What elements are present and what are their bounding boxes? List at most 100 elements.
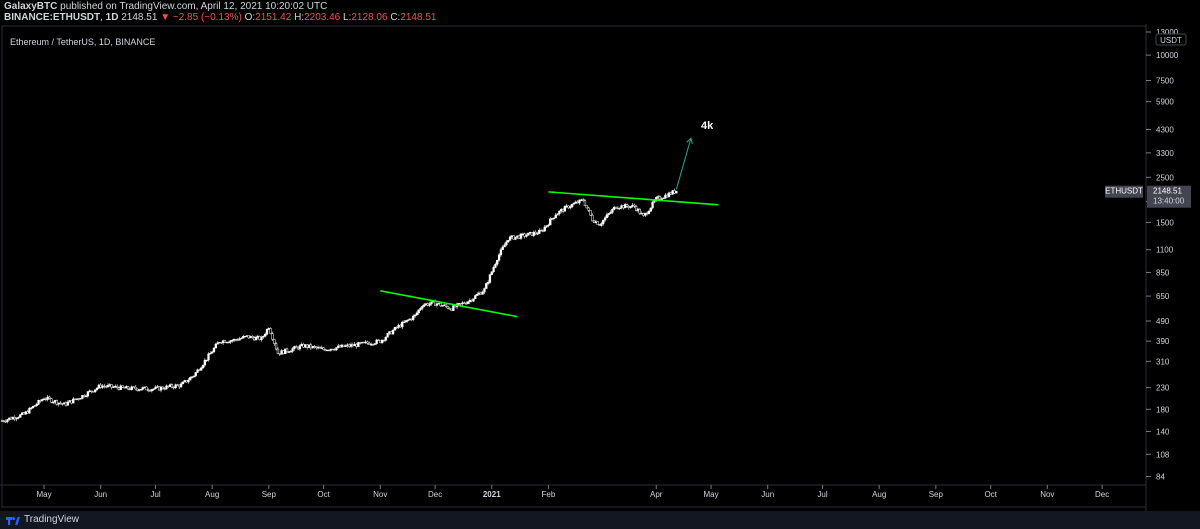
candle-body — [302, 344, 305, 348]
candle-body — [300, 344, 303, 346]
candle-body — [585, 205, 588, 209]
candle-body — [108, 384, 111, 386]
candle-body — [373, 343, 376, 345]
candle-body — [550, 218, 554, 220]
candle-body — [335, 347, 338, 350]
currency-badge[interactable]: USDT — [1155, 33, 1187, 46]
candle-body — [552, 217, 556, 219]
time-axis[interactable]: May Jun Jul Aug Sep Oct Nov Dec 2021 Feb Apr May Jun… — [0, 484, 1146, 499]
projection-arrow-head[interactable] — [686, 137, 693, 145]
footer-bar: TradingView — [0, 511, 1200, 529]
candle-body — [514, 236, 517, 240]
x-tick-label: Feb — [542, 490, 556, 499]
candle-body — [638, 208, 641, 214]
candle-body — [8, 417, 11, 420]
candle-body — [148, 390, 152, 392]
candle-body — [549, 218, 552, 226]
x-tick-label: Apr — [650, 490, 663, 499]
candle-body — [536, 233, 539, 235]
candle-body — [234, 338, 238, 341]
candle-body — [247, 335, 250, 339]
candle-body — [231, 340, 234, 342]
candle-body — [645, 212, 649, 215]
candle-body — [284, 348, 287, 355]
candle-body — [11, 417, 15, 420]
candle-body — [258, 336, 261, 341]
candle-body — [481, 291, 484, 295]
chart-area[interactable]: Ethereum / TetherUS, 1D, BINANCE 4k 84 10… — [0, 24, 1200, 511]
last-price-badge: ETHUSDT 2148.51 13:40:00 — [1105, 185, 1191, 208]
trendline[interactable] — [548, 191, 719, 206]
candle-body — [48, 396, 51, 399]
candle-body — [357, 342, 360, 347]
candle-body — [607, 213, 610, 216]
candle-body — [4, 421, 7, 423]
candle-body — [66, 401, 69, 406]
candle-body — [103, 385, 106, 388]
candle-body — [161, 386, 164, 389]
candle-body — [101, 385, 104, 388]
candle-body — [137, 389, 141, 391]
candle-body — [33, 405, 37, 407]
x-tick-label: Jul — [817, 490, 827, 499]
candle-body — [572, 203, 576, 205]
candle-body — [574, 201, 577, 204]
candle-body — [485, 283, 488, 289]
projection-arrow-shaft[interactable] — [675, 137, 692, 190]
candle-body — [79, 398, 82, 400]
candle-body — [28, 407, 31, 414]
x-tick-label: Dec — [428, 490, 442, 499]
candle-body — [42, 398, 46, 401]
candle-body — [516, 235, 519, 238]
candle-body — [216, 342, 219, 345]
candle-body — [158, 386, 161, 391]
projection-arrow-layer[interactable] — [675, 137, 693, 190]
candle-body — [388, 331, 391, 334]
candle-body — [581, 199, 585, 201]
candle-body — [472, 298, 475, 302]
candle-body — [322, 347, 325, 350]
candle-body — [185, 380, 188, 383]
candle-body — [278, 353, 281, 355]
candle-body — [377, 339, 380, 341]
high-label: H: — [294, 12, 305, 23]
candle-body — [121, 385, 124, 388]
candle-body — [254, 336, 258, 341]
annotation-4k[interactable]: 4k — [701, 120, 714, 132]
trendlines-layer[interactable] — [380, 191, 719, 318]
candle-body — [110, 384, 113, 388]
candle-body — [371, 343, 375, 346]
price-change: ▼ −2.85 (−0.13%) — [160, 12, 242, 23]
candle-body — [547, 224, 550, 227]
candle-body — [324, 349, 327, 351]
price-chart[interactable]: Ethereum / TetherUS, 1D, BINANCE 4k 84 10… — [0, 24, 1200, 511]
candle-body — [658, 196, 662, 200]
candle-body — [348, 344, 351, 347]
candle-body — [351, 344, 355, 347]
candle-body — [412, 315, 415, 320]
candle-body — [112, 386, 115, 388]
y-tick-label: 650 — [1156, 292, 1170, 301]
candle-body — [306, 344, 309, 348]
candle-body — [653, 200, 656, 203]
candle-body — [656, 196, 660, 198]
candle-body — [9, 417, 13, 420]
chart-title: Ethereum / TetherUS, 1D, BINANCE — [10, 37, 155, 47]
publisher-name[interactable]: GalaxyBTC — [4, 1, 58, 12]
candle-body — [477, 292, 481, 295]
trendline[interactable] — [380, 290, 518, 318]
candle-body — [428, 303, 431, 306]
low-value: 2128.06 — [351, 12, 388, 23]
symbol-name[interactable]: BINANCE:ETHUSDT — [4, 12, 101, 23]
tradingview-logo-icon[interactable] — [6, 514, 20, 526]
interval: 1D — [105, 12, 119, 23]
candle-body — [382, 339, 386, 342]
candle-body — [642, 213, 645, 216]
candle-body — [461, 302, 464, 304]
candle-body — [571, 203, 574, 207]
candle-body — [2, 420, 5, 422]
candle-body — [390, 331, 393, 335]
tradingview-brand[interactable]: TradingView — [24, 514, 80, 525]
candle-body — [530, 231, 534, 236]
candle-body — [187, 379, 190, 383]
